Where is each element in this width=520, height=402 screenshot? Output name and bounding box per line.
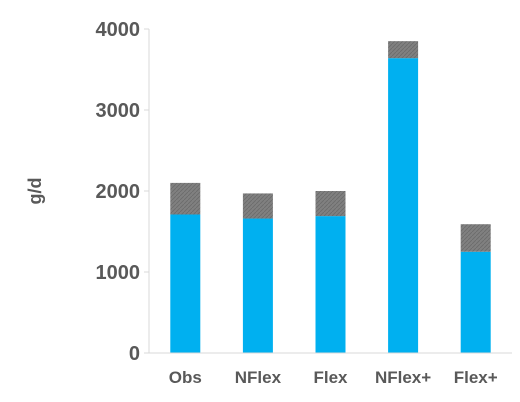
y-axis-label: g/d [25, 178, 45, 205]
bar-segment-top [315, 191, 346, 217]
bar-segment-top [170, 182, 201, 215]
bar-segment-base [460, 251, 491, 353]
y-tick-label: 3000 [96, 100, 141, 122]
bar-segment-base [242, 218, 273, 353]
x-tick-label: Flex+ [454, 368, 498, 387]
x-axis-ticks: Obs NFlex Flex NFlex+ Flex+ [169, 368, 498, 387]
bar-segment-top [388, 41, 419, 59]
y-tick-label: 0 [129, 343, 140, 365]
bar-segment-base [388, 58, 419, 353]
x-tick-label: Flex [313, 368, 348, 387]
bar-segment-top [460, 224, 491, 252]
bar-segment-base [170, 214, 201, 353]
bar-segment-top [242, 193, 273, 219]
y-tick-label: 2000 [96, 181, 141, 203]
bar-segment-base [315, 216, 346, 353]
y-axis-ticks: 0 1000 2000 3000 4000 [96, 19, 149, 365]
bars-group [170, 41, 491, 353]
y-tick-label: 1000 [96, 262, 141, 284]
x-tick-label: Obs [169, 368, 202, 387]
x-tick-label: NFlex+ [375, 368, 431, 387]
x-tick-label: NFlex [235, 368, 282, 387]
y-tick-label: 4000 [96, 19, 141, 41]
